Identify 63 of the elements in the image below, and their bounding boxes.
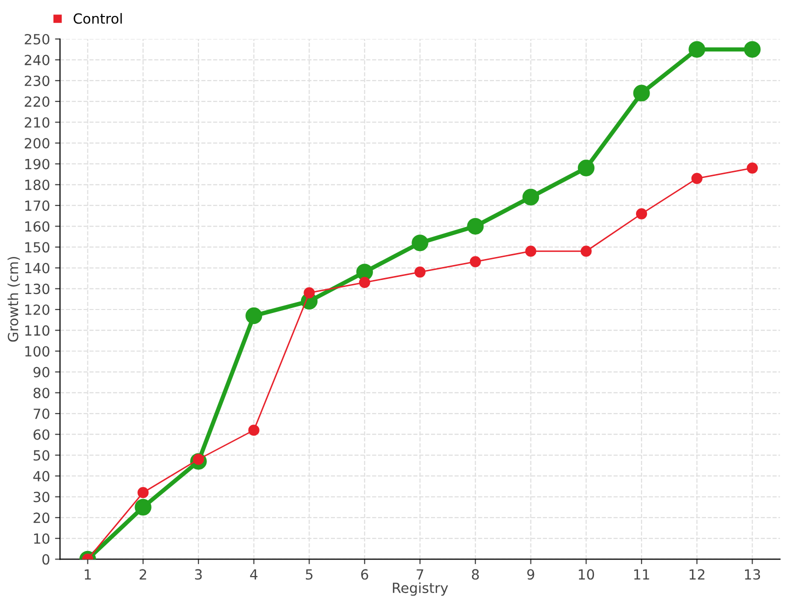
y-tick-label: 110 [25, 325, 50, 336]
point [525, 246, 536, 257]
point [746, 162, 758, 174]
y-tick-label: 30 [34, 492, 50, 502]
x-tick-label: 10 [578, 569, 594, 580]
point [691, 172, 702, 184]
x-tick-label: 8 [472, 569, 479, 580]
y-tick-label: 160 [25, 221, 50, 232]
y-axis-title: Growth (cm) [8, 256, 20, 342]
point [522, 188, 540, 206]
point [304, 287, 315, 298]
point [636, 208, 648, 220]
point [412, 234, 428, 252]
point [467, 218, 484, 235]
point [578, 160, 594, 176]
y-tick-label: 170 [25, 200, 50, 211]
point [744, 41, 761, 58]
x-tick-label: 7 [416, 569, 424, 580]
legend-label: Control [74, 13, 122, 24]
y-tick-label: 100 [25, 346, 50, 357]
y-tick-label: 150 [25, 242, 50, 253]
x-axis-title: Registry [392, 582, 448, 596]
x-tick-label: 12 [690, 569, 704, 580]
y-tick-label: 50 [34, 450, 50, 461]
x-tick-label: 2 [140, 569, 146, 580]
x-tick-label: 3 [195, 569, 202, 580]
y-tick-label: 250 [24, 34, 50, 44]
point [359, 276, 370, 288]
y-tick-label: 240 [24, 54, 50, 66]
y-tick-label: 140 [25, 262, 50, 274]
y-tick-label: 200 [24, 138, 50, 149]
point [356, 264, 373, 280]
x-tick-label: 5 [306, 569, 312, 580]
point [248, 424, 260, 436]
x-tick-label: 1 [84, 569, 91, 580]
x-tick-label: 13 [744, 569, 760, 580]
y-tick-label: 40 [33, 470, 50, 482]
y-tick-label: 190 [25, 158, 50, 170]
x-tick-label: 11 [634, 569, 650, 580]
y-tick-label: 70 [34, 408, 50, 420]
y-tick-label: 180 [25, 180, 50, 190]
y-tick-label: 60 [34, 429, 50, 440]
point [633, 84, 650, 102]
y-tick-label: 120 [25, 304, 50, 315]
point [470, 256, 481, 268]
y-tick-label: 220 [24, 96, 50, 107]
y-tick-label: 20 [34, 512, 50, 524]
y-tick-label: 210 [24, 117, 50, 128]
x-tick-label: 9 [527, 569, 534, 580]
y-tick-label: 90 [33, 366, 50, 378]
point [688, 41, 706, 58]
point [138, 487, 149, 498]
point [134, 498, 152, 516]
y-tick-label: 130 [25, 284, 50, 294]
x-tick-label: 4 [250, 569, 258, 580]
y-tick-label: 230 [24, 76, 50, 86]
point [414, 266, 426, 278]
point [580, 246, 592, 257]
x-tick-label: 6 [361, 569, 368, 580]
point [246, 307, 262, 324]
y-tick-label: 10 [34, 533, 50, 544]
y-tick-label: 0 [42, 554, 50, 565]
y-tick-label: 80 [34, 388, 50, 398]
